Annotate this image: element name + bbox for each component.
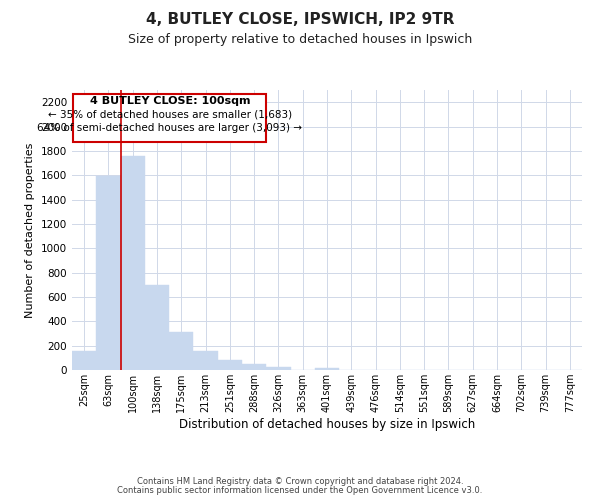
Bar: [121, 156, 145, 370]
Text: Contains HM Land Registry data © Crown copyright and database right 2024.: Contains HM Land Registry data © Crown c…: [137, 477, 463, 486]
Bar: [96, 176, 121, 370]
Text: 4 BUTLEY CLOSE: 100sqm: 4 BUTLEY CLOSE: 100sqm: [89, 96, 250, 106]
X-axis label: Distribution of detached houses by size in Ipswich: Distribution of detached houses by size …: [179, 418, 475, 431]
Text: ← 35% of detached houses are smaller (1,683): ← 35% of detached houses are smaller (1,…: [47, 110, 292, 120]
Bar: [169, 332, 193, 370]
Text: Size of property relative to detached houses in Ipswich: Size of property relative to detached ho…: [128, 32, 472, 46]
Text: Contains public sector information licensed under the Open Government Licence v3: Contains public sector information licen…: [118, 486, 482, 495]
Text: 4, BUTLEY CLOSE, IPSWICH, IP2 9TR: 4, BUTLEY CLOSE, IPSWICH, IP2 9TR: [146, 12, 454, 28]
Y-axis label: Number of detached properties: Number of detached properties: [25, 142, 35, 318]
Bar: [218, 360, 242, 370]
Bar: [72, 350, 96, 370]
FancyBboxPatch shape: [73, 94, 266, 142]
Bar: [193, 351, 218, 370]
Bar: [315, 368, 339, 370]
Bar: [242, 364, 266, 370]
Text: 64% of semi-detached houses are larger (3,093) →: 64% of semi-detached houses are larger (…: [37, 123, 302, 133]
Bar: [266, 367, 290, 370]
Bar: [145, 285, 169, 370]
